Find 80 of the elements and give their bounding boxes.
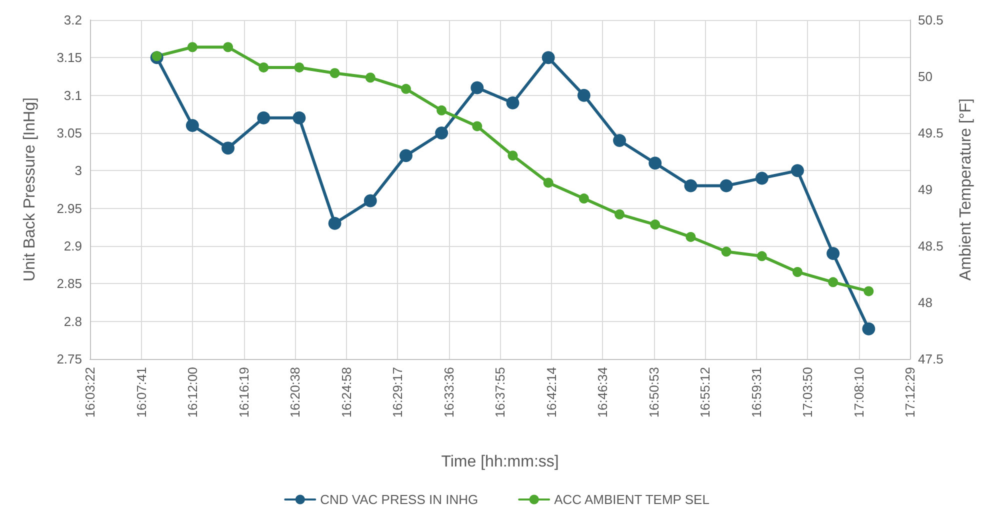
point (686, 232, 696, 242)
x-tick-label: 16:37:55 (492, 367, 508, 418)
point (223, 42, 234, 52)
x-tick-label: 17:12:29 (902, 367, 918, 418)
point (755, 172, 768, 185)
point (864, 286, 874, 296)
point (400, 84, 411, 94)
point (435, 126, 448, 140)
legend-label: ACC AMBIENT TEMP SEL (554, 492, 710, 507)
point (506, 96, 520, 110)
point (294, 62, 304, 72)
point (152, 51, 162, 62)
x-tick-label: 16:07:41 (134, 367, 149, 418)
point (826, 247, 840, 260)
point (862, 322, 876, 336)
point (328, 216, 342, 230)
point (720, 179, 733, 192)
point (828, 277, 838, 288)
x-tick-label: 16:12:00 (185, 367, 200, 418)
x-tick-label: 16:20:38 (288, 367, 302, 418)
point (470, 81, 484, 94)
point (472, 121, 482, 132)
y-axis-title: Unit Back Pressure [InHg] (22, 97, 38, 282)
y2-tick-label: 50 (918, 69, 932, 84)
x-tick-label: 16:29:17 (390, 367, 405, 418)
y-tick-label: 3.2 (64, 12, 82, 28)
point (756, 251, 767, 262)
x-tick-label: 17:08:10 (851, 367, 866, 418)
point (648, 156, 662, 170)
x-tick-label: 16:16:19 (236, 367, 252, 418)
x-tick-label: 16:46:34 (595, 367, 610, 418)
y2-tick-label: 50.5 (918, 12, 944, 28)
point (792, 266, 802, 277)
y2-tick-label: 48.5 (918, 238, 944, 254)
y-tick-label: 3.05 (56, 126, 82, 140)
x-tick-label: 17:03:50 (800, 367, 815, 418)
point (613, 134, 626, 148)
y2-tick-label: 48 (918, 295, 932, 310)
point (399, 149, 412, 162)
y-tick-label: 3.1 (64, 88, 82, 103)
point (330, 68, 340, 78)
y2-axis-title: Ambient Temperature [°F] (958, 98, 974, 281)
point (614, 209, 625, 220)
point (364, 194, 377, 208)
point (791, 164, 804, 178)
point (508, 150, 518, 161)
y-tick-label: 2.8 (64, 314, 82, 329)
x-tick-label: 16:55:12 (698, 367, 712, 418)
point (577, 88, 590, 102)
point (365, 72, 376, 83)
x-tick-label: 16:42:14 (544, 367, 559, 418)
point (436, 105, 447, 116)
y2-tick-label: 49.5 (918, 126, 944, 140)
x-axis-title: Time [hh:mm:ss] (441, 454, 559, 470)
y2-tick-label: 47.5 (918, 352, 944, 366)
y-tick-label: 3 (74, 163, 82, 178)
x-tick-label: 16:24:58 (338, 367, 354, 418)
point (258, 62, 269, 72)
y-tick-label: 2.9 (64, 238, 82, 254)
x-tick-label: 16:50:53 (646, 367, 662, 418)
legend-label: CND VAC PRESS IN INHG (320, 492, 478, 507)
point (542, 51, 555, 64)
point (684, 179, 698, 192)
x-tick-label: 16:33:36 (441, 367, 456, 418)
point (578, 194, 589, 204)
x-tick-label: 16:59:31 (748, 367, 764, 418)
point (292, 111, 306, 124)
y2-tick-label: 49 (918, 182, 932, 197)
point (721, 246, 732, 257)
y-tick-label: 2.85 (56, 276, 82, 292)
point (650, 220, 660, 230)
point (187, 42, 198, 52)
y-tick-label: 2.95 (56, 200, 82, 216)
y-tick-label: 3.15 (56, 50, 82, 66)
x-tick-label: 16:03:22 (82, 367, 98, 418)
point (222, 142, 235, 155)
point (186, 118, 199, 132)
y-tick-label: 2.75 (56, 352, 82, 366)
point (543, 178, 554, 188)
point (257, 111, 270, 124)
